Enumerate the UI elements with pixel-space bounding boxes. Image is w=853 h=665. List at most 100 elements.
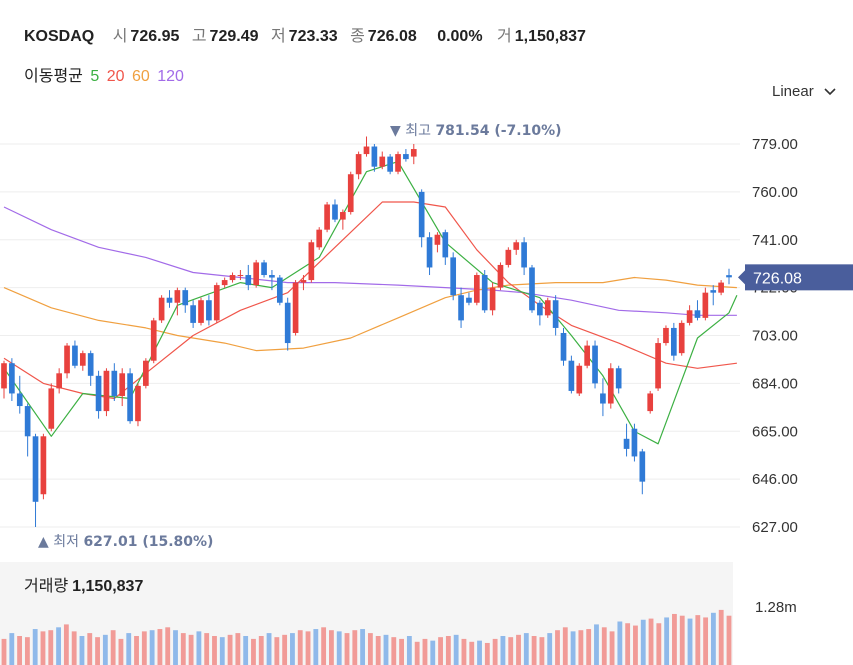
candle	[24, 406, 31, 437]
ma-legend-120[interactable]: 120	[157, 68, 184, 85]
volume-bar	[391, 637, 397, 665]
volume-bar	[282, 634, 288, 665]
volume-bar	[453, 634, 459, 665]
candle	[363, 146, 370, 155]
last-price-pointer	[738, 270, 745, 285]
candle	[544, 300, 551, 316]
scale-select[interactable]: Linear	[772, 83, 836, 100]
candle	[316, 229, 323, 248]
candle	[560, 332, 567, 361]
volume-bar	[594, 624, 599, 665]
volume-bar	[274, 637, 280, 665]
candle	[481, 275, 488, 311]
candle	[442, 232, 449, 258]
volume-bar	[469, 641, 475, 665]
quote-bar: KOSDAQ 시 726.95 고 729.49 저 723.33 종 726.08 0…	[24, 22, 594, 46]
volume-bar	[695, 615, 701, 665]
candle	[221, 280, 228, 286]
candle	[87, 353, 94, 376]
candle	[505, 249, 512, 265]
volume-bar	[204, 633, 210, 665]
candle	[466, 297, 472, 303]
candle	[158, 297, 165, 321]
volume-bar	[297, 630, 303, 665]
candle	[150, 320, 157, 361]
candle	[48, 388, 55, 429]
candle	[245, 275, 252, 286]
candle	[135, 385, 141, 422]
last-price-label: 726.08	[753, 270, 802, 287]
candle	[702, 292, 709, 318]
y-tick-label: 760.00	[752, 184, 798, 201]
volume-bar	[625, 623, 631, 665]
volume-bar	[570, 631, 576, 665]
volume-bar	[48, 630, 54, 665]
candle	[592, 345, 598, 384]
candle	[40, 436, 47, 495]
volume-bar	[375, 636, 381, 665]
candle	[403, 154, 409, 160]
candle	[119, 373, 126, 396]
ma-legend-title: 이동평균	[24, 68, 83, 85]
volume-bar	[640, 619, 646, 665]
candle	[16, 393, 23, 407]
candle	[95, 375, 102, 412]
volume-bar	[227, 634, 233, 665]
volume-bar	[422, 638, 428, 665]
volume-value: 1,150,837	[514, 28, 586, 45]
candle	[340, 212, 346, 220]
volume-bar	[243, 636, 249, 665]
low-label: 저	[270, 28, 286, 45]
volume-bar	[687, 618, 693, 665]
candle	[607, 368, 614, 404]
volume-bar	[726, 615, 732, 665]
volume-bar	[102, 634, 108, 665]
candle	[253, 262, 260, 286]
ma-legend-60[interactable]: 60	[131, 68, 150, 85]
volume-bar	[40, 631, 46, 665]
volume-bar	[531, 636, 537, 665]
candle	[174, 290, 181, 303]
volume-label: 거래량 1,150,837	[24, 572, 143, 596]
volume-bar	[672, 613, 677, 665]
volume-bar	[539, 637, 545, 665]
y-tick-label: 703.00	[752, 328, 798, 345]
volume-bar	[352, 630, 358, 665]
candle	[324, 204, 330, 230]
candle	[410, 149, 417, 157]
volume-bars: 1.28m	[0, 562, 797, 665]
min-annotation: ▲ 최저 627.01 (15.80%)	[38, 534, 213, 550]
volume-bar	[609, 631, 615, 665]
ma60-line	[3, 276, 737, 352]
candle	[623, 438, 630, 449]
open-label: 시	[112, 28, 128, 45]
volume-tick-label: 1.28m	[755, 599, 797, 616]
volume-bar	[173, 630, 178, 665]
ma-legend-5[interactable]: 5	[90, 68, 100, 85]
candle	[521, 242, 527, 268]
candle	[529, 267, 535, 311]
volume-bar	[251, 638, 256, 665]
volume-bar	[633, 625, 638, 665]
candle	[308, 242, 315, 281]
candle	[300, 280, 307, 283]
volume-bar	[484, 642, 490, 665]
volume-bar	[648, 618, 654, 665]
ma-legend: 이동평균 5 20 60 120	[24, 62, 187, 86]
symbol: KOSDAQ	[24, 28, 95, 45]
volume-bar	[258, 636, 264, 665]
candle	[269, 275, 275, 278]
candle	[213, 285, 220, 321]
volume-bar	[188, 634, 194, 665]
volume-bar	[32, 629, 38, 665]
candle	[292, 282, 299, 333]
candlestick-series	[1, 136, 732, 527]
y-tick-label: 646.00	[752, 471, 798, 488]
volume-bar	[500, 636, 506, 665]
ma120-line	[3, 206, 737, 316]
min-marker: ▲	[38, 534, 53, 550]
ma-legend-20[interactable]: 20	[106, 68, 125, 85]
volume-bar	[290, 633, 295, 665]
y-tick-label: 684.00	[752, 375, 798, 392]
